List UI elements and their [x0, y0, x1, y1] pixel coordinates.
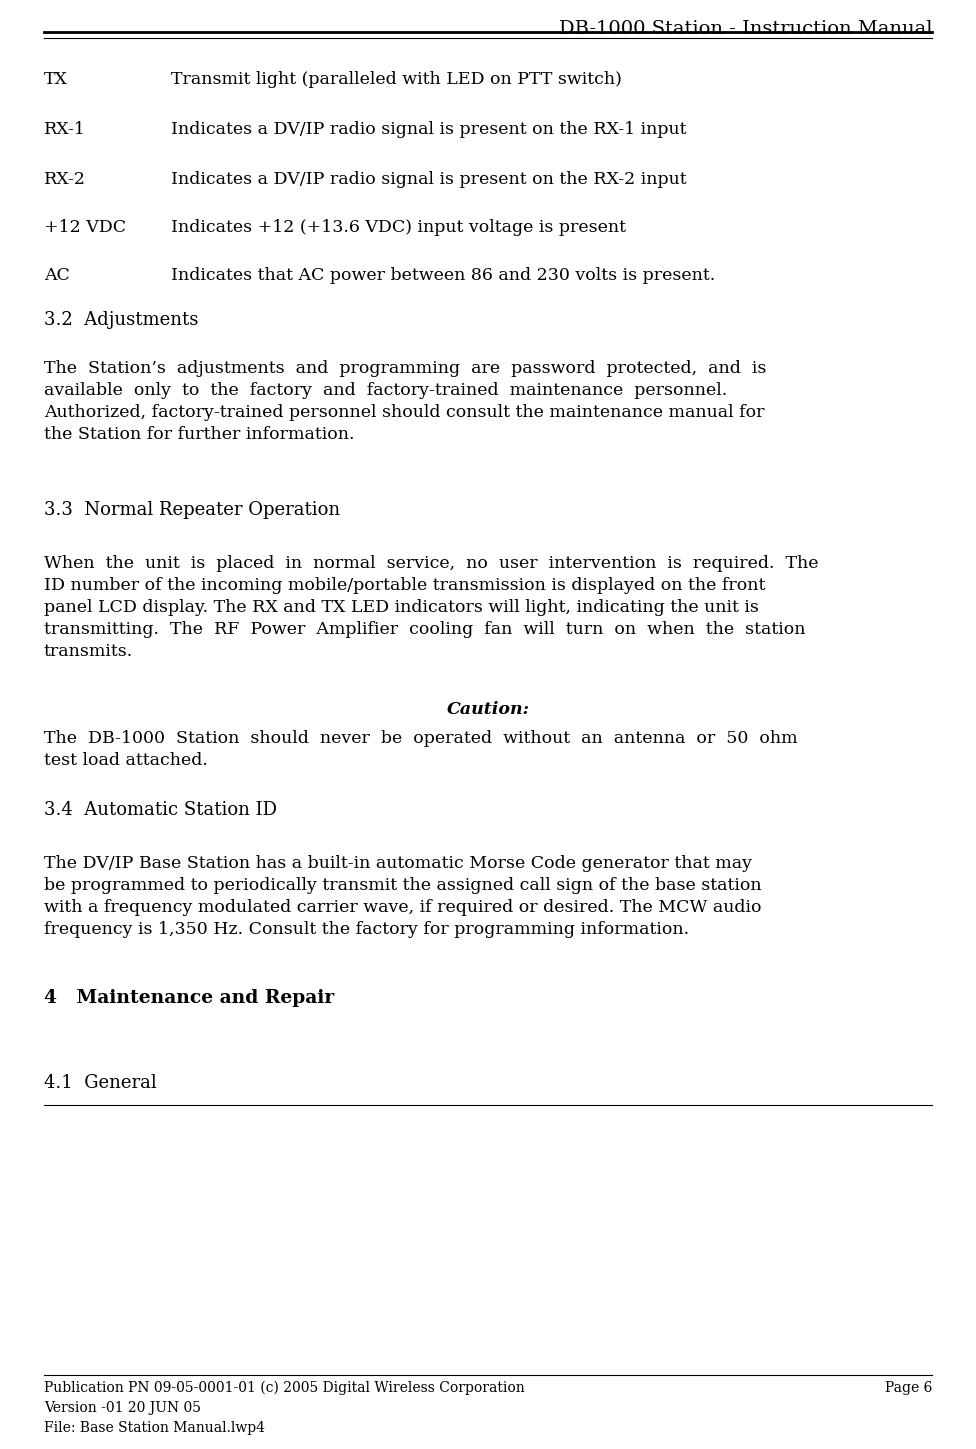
Text: Indicates a DV/IP radio signal is present on the RX-1 input: Indicates a DV/IP radio signal is presen…	[171, 122, 686, 139]
Text: The  DB-1000  Station  should  never  be  operated  without  an  antenna  or  50: The DB-1000 Station should never be oper…	[44, 730, 797, 748]
Text: Publication PN 09-05-0001-01 (c) 2005 Digital Wireless Corporation: Publication PN 09-05-0001-01 (c) 2005 Di…	[44, 1381, 525, 1395]
Text: 4   Maintenance and Repair: 4 Maintenance and Repair	[44, 990, 334, 1007]
Text: available  only  to  the  factory  and  factory-trained  maintenance  personnel.: available only to the factory and factor…	[44, 383, 727, 398]
Text: test load attached.: test load attached.	[44, 752, 208, 769]
Text: 3.4  Automatic Station ID: 3.4 Automatic Station ID	[44, 801, 277, 819]
Text: Indicates that AC power between 86 and 230 volts is present.: Indicates that AC power between 86 and 2…	[171, 268, 715, 284]
Text: Caution:: Caution:	[446, 701, 530, 719]
Text: TX: TX	[44, 71, 67, 88]
Text: 4.1  General: 4.1 General	[44, 1074, 157, 1093]
Text: The DV/IP Base Station has a built-in automatic Morse Code generator that may: The DV/IP Base Station has a built-in au…	[44, 855, 752, 872]
Text: transmits.: transmits.	[44, 643, 133, 659]
Text: 3.3  Normal Repeater Operation: 3.3 Normal Repeater Operation	[44, 501, 340, 519]
Text: transmitting.  The  RF  Power  Amplifier  cooling  fan  will  turn  on  when  th: transmitting. The RF Power Amplifier coo…	[44, 622, 805, 638]
Text: Page 6: Page 6	[884, 1381, 932, 1395]
Text: panel LCD display. The RX and TX LED indicators will light, indicating the unit : panel LCD display. The RX and TX LED ind…	[44, 598, 758, 616]
Text: 3.2  Adjustments: 3.2 Adjustments	[44, 312, 198, 329]
Text: with a frequency modulated carrier wave, if required or desired. The MCW audio: with a frequency modulated carrier wave,…	[44, 898, 761, 916]
Text: RX-2: RX-2	[44, 171, 86, 188]
Text: be programmed to periodically transmit the assigned call sign of the base statio: be programmed to periodically transmit t…	[44, 877, 761, 894]
Text: DB-1000 Station - Instruction Manual: DB-1000 Station - Instruction Manual	[558, 20, 932, 38]
Text: Indicates a DV/IP radio signal is present on the RX-2 input: Indicates a DV/IP radio signal is presen…	[171, 171, 686, 188]
Text: Transmit light (paralleled with LED on PTT switch): Transmit light (paralleled with LED on P…	[171, 71, 622, 88]
Text: File: Base Station Manual.lwp4: File: Base Station Manual.lwp4	[44, 1421, 264, 1435]
Text: Authorized, factory-trained personnel should consult the maintenance manual for: Authorized, factory-trained personnel sh…	[44, 404, 764, 422]
Text: When  the  unit  is  placed  in  normal  service,  no  user  intervention  is  r: When the unit is placed in normal servic…	[44, 555, 819, 572]
Text: the Station for further information.: the Station for further information.	[44, 426, 354, 443]
Text: ID number of the incoming mobile/portable transmission is displayed on the front: ID number of the incoming mobile/portabl…	[44, 577, 765, 594]
Text: The  Station’s  adjustments  and  programming  are  password  protected,  and  i: The Station’s adjustments and programmin…	[44, 359, 766, 377]
Text: +12 VDC: +12 VDC	[44, 219, 126, 236]
Text: RX-1: RX-1	[44, 122, 86, 139]
Text: AC: AC	[44, 268, 70, 284]
Text: Indicates +12 (+13.6 VDC) input voltage is present: Indicates +12 (+13.6 VDC) input voltage …	[171, 219, 626, 236]
Text: frequency is 1,350 Hz. Consult the factory for programming information.: frequency is 1,350 Hz. Consult the facto…	[44, 922, 689, 938]
Text: Version -01 20 JUN 05: Version -01 20 JUN 05	[44, 1401, 201, 1416]
